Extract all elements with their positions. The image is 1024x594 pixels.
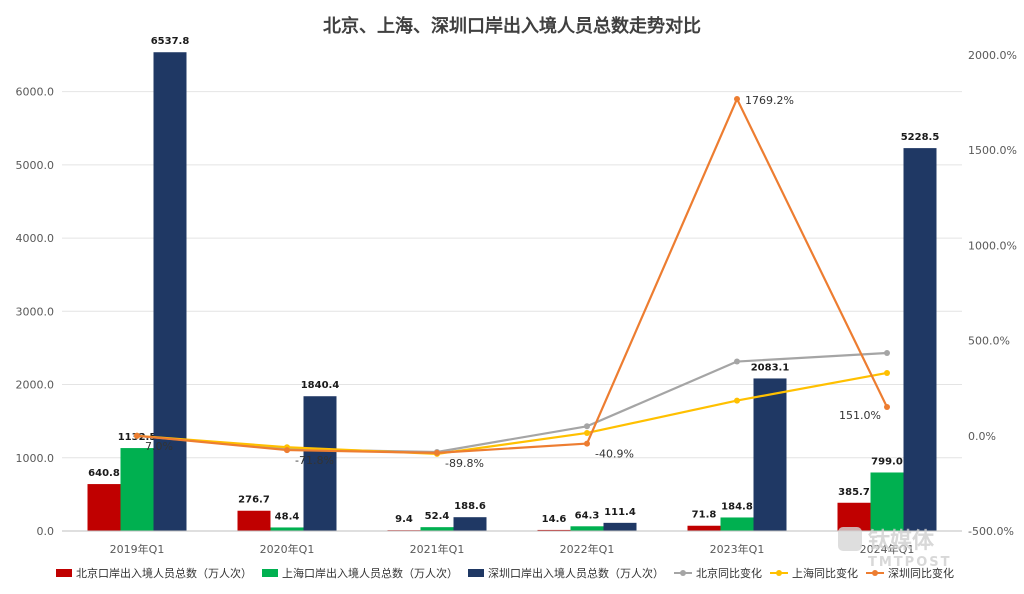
watermark-logo-icon bbox=[838, 527, 862, 551]
left-axis: 0.0 1000.0 2000.0 3000.0 4000.0 5000.0 6000.0 bbox=[16, 86, 55, 538]
legend-swatch bbox=[468, 569, 484, 577]
bar-value-label: 276.7 bbox=[238, 495, 270, 506]
bar bbox=[420, 527, 454, 531]
bar-value-label: 111.4 bbox=[604, 507, 636, 518]
right-tick-label: 1000.0% bbox=[968, 239, 1017, 252]
bars: 640.8276.79.414.671.8385.71132.548.452.4… bbox=[87, 36, 940, 532]
left-tick-label: 4000.0 bbox=[16, 232, 55, 245]
series-point bbox=[584, 423, 590, 430]
right-tick-label: 1500.0% bbox=[968, 144, 1017, 157]
bar-value-label: 5228.5 bbox=[901, 132, 940, 143]
bar-value-label: 52.4 bbox=[425, 511, 450, 522]
bar-value-label: 9.4 bbox=[395, 514, 413, 525]
series-point bbox=[584, 429, 590, 436]
left-tick-label: 0.0 bbox=[37, 525, 55, 538]
bar bbox=[153, 52, 187, 532]
line-value-label: -40.9% bbox=[595, 448, 634, 461]
legend-label: 北京同比变化 bbox=[696, 566, 762, 580]
bar-value-label: 14.6 bbox=[542, 514, 567, 525]
bar-value-label: 184.8 bbox=[721, 501, 753, 512]
left-tick-label: 1000.0 bbox=[16, 452, 55, 465]
legend-label: 深圳同比变化 bbox=[888, 566, 954, 580]
watermark-sub: TMTPOST bbox=[868, 555, 951, 570]
series-point bbox=[734, 358, 740, 365]
legend-label: 北京口岸出入境人员总数（万人次） bbox=[76, 566, 252, 580]
lines: 7.0% -71.8% -89.8% -40.9% 1769.2% 151.0% bbox=[134, 94, 890, 470]
right-tick-label: 0.0% bbox=[968, 430, 996, 443]
chart-title: 北京、上海、深圳口岸出入境人员总数走势对比 bbox=[323, 15, 701, 37]
series-point bbox=[134, 432, 140, 439]
series-point bbox=[434, 449, 440, 456]
bar bbox=[537, 529, 571, 531]
line-value-label: -89.8% bbox=[445, 457, 484, 470]
left-tick-label: 3000.0 bbox=[16, 305, 55, 318]
bar-value-label: 799.0 bbox=[871, 456, 903, 467]
line-value-label: 1769.2% bbox=[745, 94, 794, 107]
watermark-brand: 钛媒体 bbox=[868, 528, 935, 554]
right-tick-label: -500.0% bbox=[968, 525, 1014, 538]
x-tick-label: 2020年Q1 bbox=[260, 542, 315, 556]
bar-value-label: 64.3 bbox=[575, 510, 600, 521]
bar-value-label: 385.7 bbox=[838, 487, 870, 498]
bar bbox=[270, 527, 304, 531]
gridlines bbox=[62, 91, 962, 532]
left-tick-label: 5000.0 bbox=[16, 159, 55, 172]
series-line bbox=[136, 97, 888, 454]
series-point bbox=[884, 369, 890, 376]
bar bbox=[453, 517, 487, 531]
legend-point-swatch bbox=[776, 570, 782, 576]
legend-point-swatch bbox=[872, 570, 878, 576]
bar bbox=[837, 502, 871, 531]
bar bbox=[237, 510, 271, 531]
legend-point-swatch bbox=[680, 570, 686, 576]
bar-value-label: 2083.1 bbox=[751, 362, 790, 373]
series-point bbox=[734, 397, 740, 404]
series-point bbox=[584, 440, 590, 447]
bar-value-label: 6537.8 bbox=[151, 36, 190, 47]
series-point bbox=[884, 349, 890, 356]
bar bbox=[753, 378, 787, 531]
bar bbox=[903, 148, 937, 532]
left-tick-label: 6000.0 bbox=[16, 86, 55, 99]
bar-value-label: 48.4 bbox=[275, 511, 300, 522]
bar-value-label: 1840.4 bbox=[301, 380, 340, 391]
bar bbox=[120, 448, 154, 531]
bar-value-label: 71.8 bbox=[692, 510, 717, 521]
bar-value-label: 640.8 bbox=[88, 468, 120, 479]
bar bbox=[303, 396, 337, 531]
x-tick-label: 2022年Q1 bbox=[560, 542, 615, 556]
line-value-label: 151.0% bbox=[839, 409, 881, 422]
x-tick-label: 2019年Q1 bbox=[110, 542, 165, 556]
series-point bbox=[734, 95, 740, 102]
right-tick-label: 2000.0% bbox=[968, 49, 1017, 62]
legend-label: 上海口岸出入境人员总数（万人次） bbox=[282, 566, 458, 580]
bar bbox=[720, 517, 754, 531]
bar bbox=[870, 472, 904, 531]
line-value-label: 7.0% bbox=[145, 440, 173, 453]
legend-label: 上海同比变化 bbox=[792, 566, 858, 580]
line-value-label: -71.8% bbox=[295, 454, 334, 467]
bar bbox=[687, 525, 721, 531]
right-axis: -500.0% 0.0% 500.0% 1000.0% 1500.0% 2000.0% bbox=[968, 49, 1017, 538]
right-tick-label: 500.0% bbox=[968, 335, 1010, 348]
series-point bbox=[884, 404, 890, 411]
x-tick-label: 2023年Q1 bbox=[710, 542, 765, 556]
x-axis: 2019年Q1 2020年Q1 2021年Q1 2022年Q1 2023年Q1 2024年… bbox=[62, 530, 962, 556]
legend-swatch bbox=[56, 569, 72, 577]
bar bbox=[87, 484, 121, 531]
bar bbox=[570, 526, 604, 531]
series-line bbox=[136, 371, 888, 455]
legend-swatch bbox=[262, 569, 278, 577]
series-point bbox=[284, 447, 290, 454]
x-tick-label: 2021年Q1 bbox=[410, 542, 465, 556]
bar-value-label: 188.6 bbox=[454, 501, 486, 512]
x-tick-label: 2024年Q1 bbox=[860, 542, 915, 556]
bar bbox=[603, 522, 637, 531]
watermark: 钛媒体 TMTPOST bbox=[838, 527, 951, 570]
legend-label: 深圳口岸出入境人员总数（万人次） bbox=[488, 566, 664, 580]
left-tick-label: 2000.0 bbox=[16, 379, 55, 392]
legend: 北京口岸出入境人员总数（万人次） 上海口岸出入境人员总数（万人次） 深圳口岸出入境人… bbox=[56, 566, 954, 580]
